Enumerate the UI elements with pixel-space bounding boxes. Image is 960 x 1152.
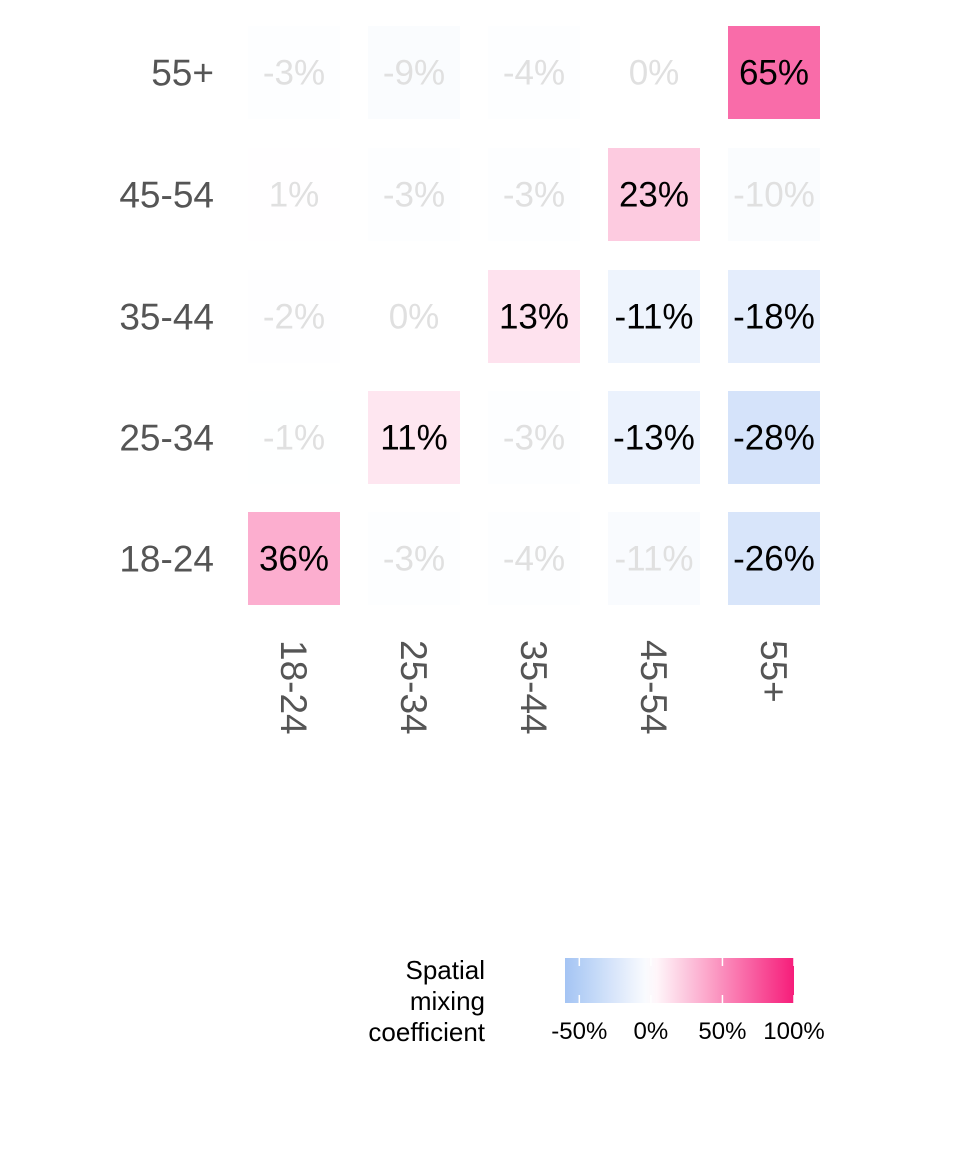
legend-title-line: Spatial [406, 955, 486, 985]
heatmap-cell [488, 148, 580, 241]
cell-value-label: -3% [503, 176, 565, 215]
cell-value-label: 0% [389, 298, 440, 337]
heatmap-cell [368, 148, 460, 241]
cell-value-label: 65% [739, 54, 809, 93]
y-tick-label: 45-54 [119, 175, 214, 216]
legend-tick-label: 50% [698, 1018, 746, 1045]
y-tick-label: 55+ [151, 53, 214, 94]
legend-colorbar [565, 958, 794, 1003]
heatmap-cell [368, 26, 460, 119]
x-tick-label: 35-44 [513, 640, 554, 735]
cell-value-label: -2% [263, 298, 325, 337]
heatmap-cell [608, 391, 700, 484]
y-tick-label: 35-44 [119, 297, 214, 338]
legend-tick-label: 100% [763, 1018, 824, 1045]
heatmap-cell [608, 270, 700, 363]
cell-value-label: -9% [383, 54, 445, 93]
heatmap-cell [608, 26, 700, 119]
cell-value-label: -11% [614, 298, 693, 337]
cell-value-label: -3% [263, 54, 325, 93]
cell-value-label: -1% [263, 419, 325, 458]
heatmap-cell [488, 391, 580, 484]
cell-value-label: -4% [503, 54, 565, 93]
legend-title-line: mixing [410, 986, 485, 1016]
heatmap-cell [248, 26, 340, 119]
cell-value-label: -3% [383, 176, 445, 215]
heatmap-cell [728, 148, 820, 241]
y-tick-label: 18-24 [119, 539, 214, 580]
x-tick-label: 18-24 [273, 640, 314, 735]
heatmap-cell [368, 391, 460, 484]
heatmap-cell [488, 512, 580, 605]
heatmap-cell-labels: 36% -3% -4% -11% -26% -1% 11% -3% -13% -28% -2% 0% 1… [259, 54, 815, 579]
heatmap-cell [728, 391, 820, 484]
x-tick-label: 45-54 [633, 640, 674, 735]
cell-value-label: -26% [733, 540, 815, 579]
heatmap-cell [608, 512, 700, 605]
heatmap-cell [608, 148, 700, 241]
heatmap-cell [728, 26, 820, 119]
y-axis-labels: 18-24 25-34 35-44 45-54 55+ [119, 53, 214, 580]
legend-ticks: -50% 0% 50% 100% [551, 958, 825, 1045]
heatmap-cell [248, 270, 340, 363]
x-tick-label: 55+ [753, 640, 794, 703]
heatmap-cell [248, 148, 340, 241]
heatmap-cell [368, 270, 460, 363]
cell-value-label: 36% [259, 540, 329, 579]
cell-value-label: -18% [733, 298, 815, 337]
cell-value-label: -4% [503, 540, 565, 579]
heatmap-cell [488, 26, 580, 119]
x-axis-labels: 18-24 25-34 35-44 45-54 55+ [273, 640, 794, 735]
cell-value-label: 0% [629, 54, 680, 93]
cell-value-label: -3% [503, 419, 565, 458]
x-tick-label: 25-34 [393, 640, 434, 735]
heatmap-cell [248, 391, 340, 484]
heatmap-cell [368, 512, 460, 605]
cell-value-label: -3% [383, 540, 445, 579]
heatmap-cell [728, 270, 820, 363]
cell-value-label: 23% [619, 176, 689, 215]
cell-value-label: -10% [733, 176, 815, 215]
heatmap-cell [248, 512, 340, 605]
legend-tick-label: 0% [634, 1018, 669, 1045]
y-tick-label: 25-34 [119, 418, 214, 459]
heatmap-cells [248, 26, 820, 605]
cell-value-label: -28% [733, 419, 815, 458]
legend-title-line: coefficient [368, 1017, 485, 1047]
cell-value-label: 13% [499, 298, 569, 337]
cell-value-label: -11% [614, 540, 693, 579]
cell-value-label: 1% [269, 176, 320, 215]
cell-value-label: -13% [613, 419, 695, 458]
cell-value-label: 11% [380, 419, 447, 458]
heatmap-cell [488, 270, 580, 363]
legend-tick-label: -50% [551, 1018, 607, 1045]
heatmap-cell [728, 512, 820, 605]
